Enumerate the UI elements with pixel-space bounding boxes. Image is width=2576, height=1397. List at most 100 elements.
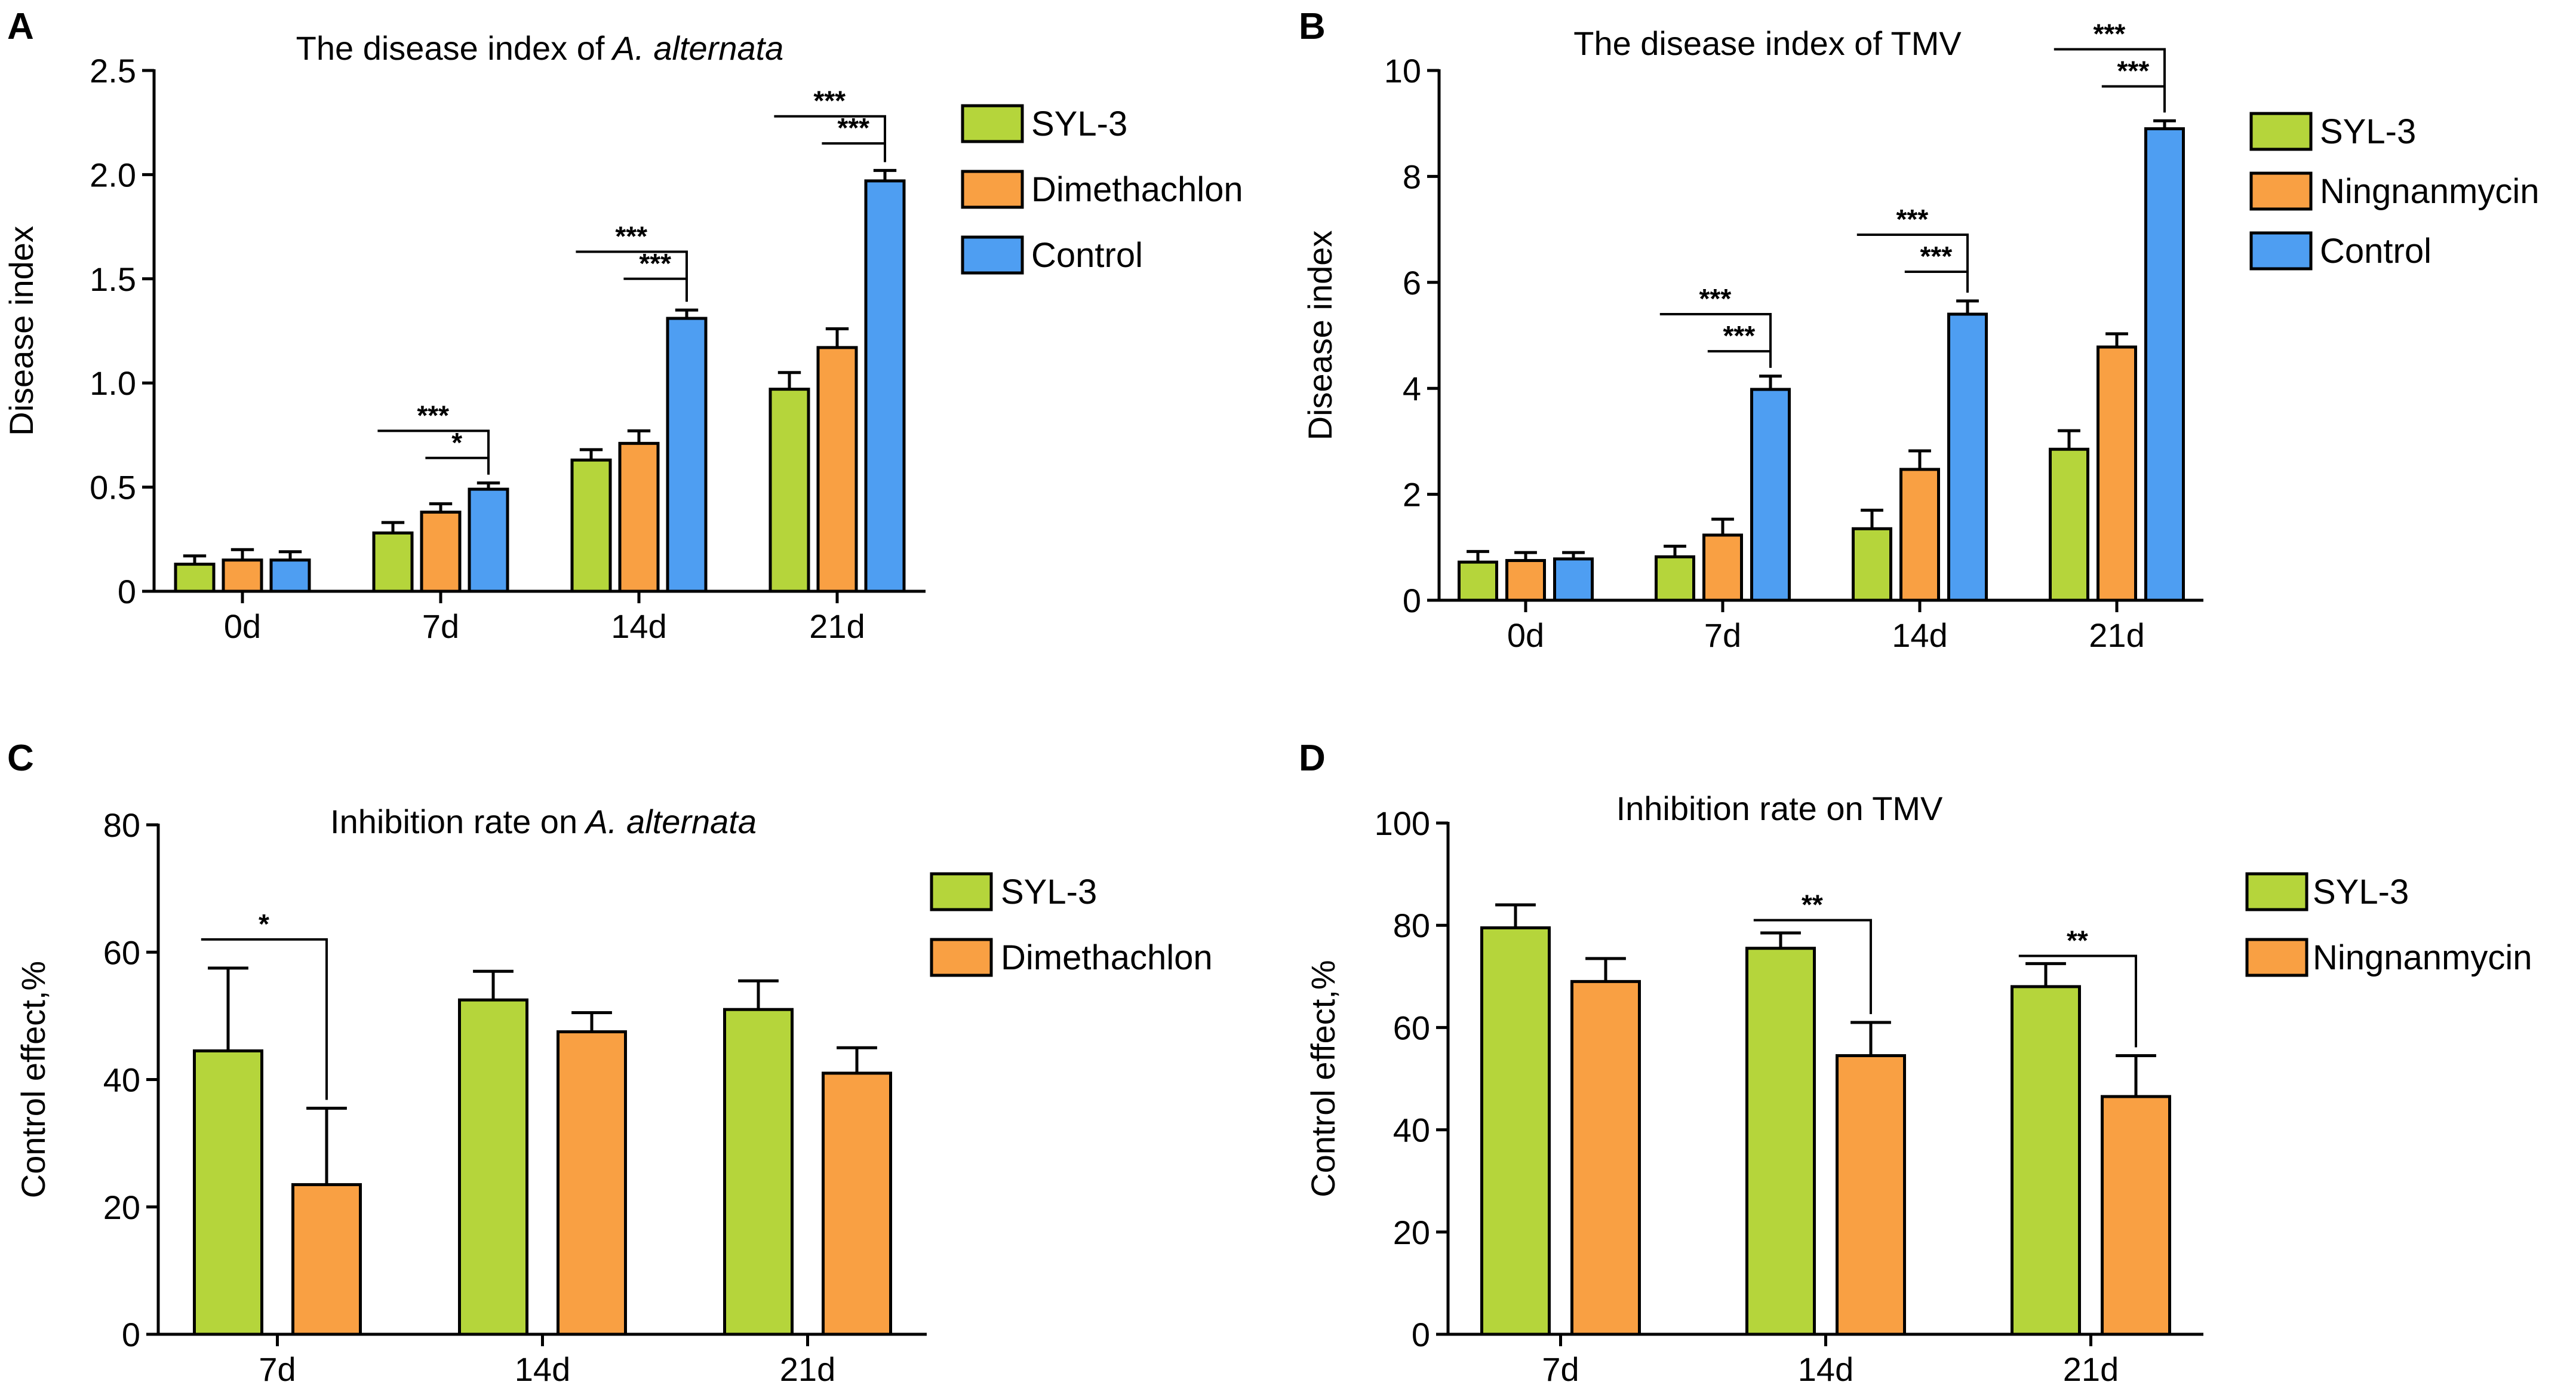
y-tick-label: 0	[1412, 1316, 1430, 1353]
y-axis-label: Disease index	[1301, 231, 1339, 441]
bar-ningnanmycin-21d	[2101, 1095, 2171, 1336]
significance-label: ***	[417, 400, 449, 431]
chart-title: Inhibition rate on TMV	[1616, 790, 1943, 827]
y-tick-label: 40	[1393, 1112, 1430, 1149]
y-tick-label: 60	[103, 934, 140, 971]
bar-syl-3-14d	[458, 998, 528, 1336]
legend-swatch	[2249, 231, 2313, 271]
bar-syl-3-14d	[1745, 947, 1816, 1336]
bar-control-21d	[864, 179, 906, 593]
y-tick-label: 2.5	[90, 52, 136, 90]
bar-control-21d	[2144, 127, 2185, 602]
bar-dimethachlon-21d	[816, 346, 858, 593]
x-tick-label: 0d	[1507, 616, 1544, 654]
bar-syl-3-0d	[174, 563, 216, 593]
significance-label: ***	[1896, 204, 1929, 235]
bar-syl-3-0d	[1458, 560, 1498, 602]
bar-ningnanmycin-0d	[1505, 558, 1546, 602]
significance-bracket	[1753, 919, 1872, 1014]
y-tick-label: 80	[103, 806, 140, 844]
bar-dimethachlon-7d	[420, 510, 462, 593]
y-tick-label: 2	[1403, 476, 1421, 514]
y-tick-label: 1.0	[90, 364, 136, 402]
x-tick-label: 21d	[2089, 616, 2144, 654]
significance-label: **	[1802, 889, 1823, 920]
x-tick-label: 14d	[1892, 616, 1947, 654]
bar-control-0d	[1553, 557, 1594, 602]
chart-title: The disease index of A. alternata	[296, 29, 784, 67]
panel-c: C Inhibition rate on A. alternata 0 20 40 60 8…	[7, 738, 1213, 1388]
legend-label: SYL-3	[1031, 105, 1127, 143]
panel-letter: D	[1299, 738, 1326, 779]
significance-label: ***	[1723, 320, 1756, 351]
legend-label: SYL-3	[1001, 873, 1097, 911]
bar-syl-3-7d	[372, 531, 414, 593]
legend-swatch	[2245, 938, 2308, 977]
bar-syl-3-14d	[570, 458, 612, 593]
panel-letter: A	[7, 6, 34, 47]
y-tick-label: 0.5	[90, 469, 136, 506]
significance-bracket	[1707, 350, 1772, 368]
legend-swatch	[930, 938, 993, 977]
y-tick-label: 8	[1403, 158, 1421, 195]
x-tick-label: 7d	[1704, 616, 1741, 654]
legend-swatch	[961, 104, 1024, 143]
x-tick-label: 21d	[780, 1350, 835, 1388]
significance-bracket	[2101, 85, 2166, 113]
y-axis-label: Control effect,%	[1304, 960, 1342, 1197]
significance-label: ***	[639, 248, 671, 279]
x-tick-label: 7d	[1542, 1350, 1579, 1388]
chart-title: The disease index of TMV	[1573, 24, 1962, 62]
bar-syl-3-21d	[2011, 985, 2081, 1336]
y-tick-label: 100	[1375, 805, 1430, 842]
legend-label: SYL-3	[2320, 112, 2416, 151]
y-tick-label: 80	[1393, 907, 1430, 944]
legend-label: Ningnanmycin	[2313, 938, 2532, 977]
legend-label: SYL-3	[2313, 873, 2409, 911]
bar-ningnanmycin-7d	[1702, 533, 1743, 602]
x-tick-label: 21d	[809, 607, 865, 645]
y-tick-label: 1.5	[90, 260, 136, 298]
bar-dimethachlon-14d	[557, 1030, 627, 1336]
x-tick-label: 14d	[611, 607, 666, 645]
significance-bracket	[425, 456, 490, 475]
significance-label: ***	[837, 112, 869, 143]
legend-label: Control	[2320, 232, 2431, 271]
y-tick-label: 40	[103, 1061, 140, 1099]
bar-ningnanmycin-14d	[1899, 468, 1940, 602]
bar-control-7d	[1750, 388, 1791, 602]
y-tick-label: 4	[1403, 370, 1421, 407]
significance-bracket	[201, 938, 328, 1100]
chart-title: Inhibition rate on A. alternata	[330, 803, 757, 840]
bar-syl-3-7d	[193, 1049, 263, 1336]
y-axis-label: Control effect,%	[14, 961, 52, 1198]
bar-ningnanmycin-21d	[2097, 345, 2137, 602]
legend-swatch	[2249, 171, 2313, 211]
y-tick-label: 10	[1384, 52, 1421, 90]
bar-syl-3-14d	[1852, 527, 1892, 602]
y-tick-label: 2.0	[90, 156, 136, 194]
significance-label: ***	[615, 220, 647, 251]
y-tick-label: 20	[1393, 1214, 1430, 1251]
legend-swatch	[961, 235, 1024, 275]
significance-bracket	[822, 142, 886, 162]
significance-label: *	[451, 427, 462, 458]
significance-label: ***	[1699, 283, 1732, 314]
y-tick-label: 60	[1393, 1009, 1430, 1046]
significance-label: ***	[2117, 56, 2150, 87]
bar-dimethachlon-21d	[822, 1071, 892, 1336]
panel-letter: C	[7, 738, 34, 779]
legend-label: Ningnanmycin	[2320, 172, 2540, 211]
bar-dimethachlon-14d	[618, 441, 660, 593]
legend-swatch	[2249, 112, 2313, 151]
x-tick-label: 7d	[422, 607, 459, 645]
legend-label: Dimethachlon	[1001, 938, 1213, 977]
y-tick-label: 0	[118, 573, 136, 610]
significance-label: **	[2067, 925, 2088, 956]
x-tick-label: 14d	[1798, 1350, 1853, 1388]
significance-bracket	[377, 429, 490, 475]
bar-syl-3-7d	[1480, 926, 1551, 1336]
x-tick-label: 21d	[2063, 1350, 2119, 1388]
legend-swatch	[961, 170, 1024, 209]
bar-ningnanmycin-14d	[1836, 1054, 1906, 1336]
